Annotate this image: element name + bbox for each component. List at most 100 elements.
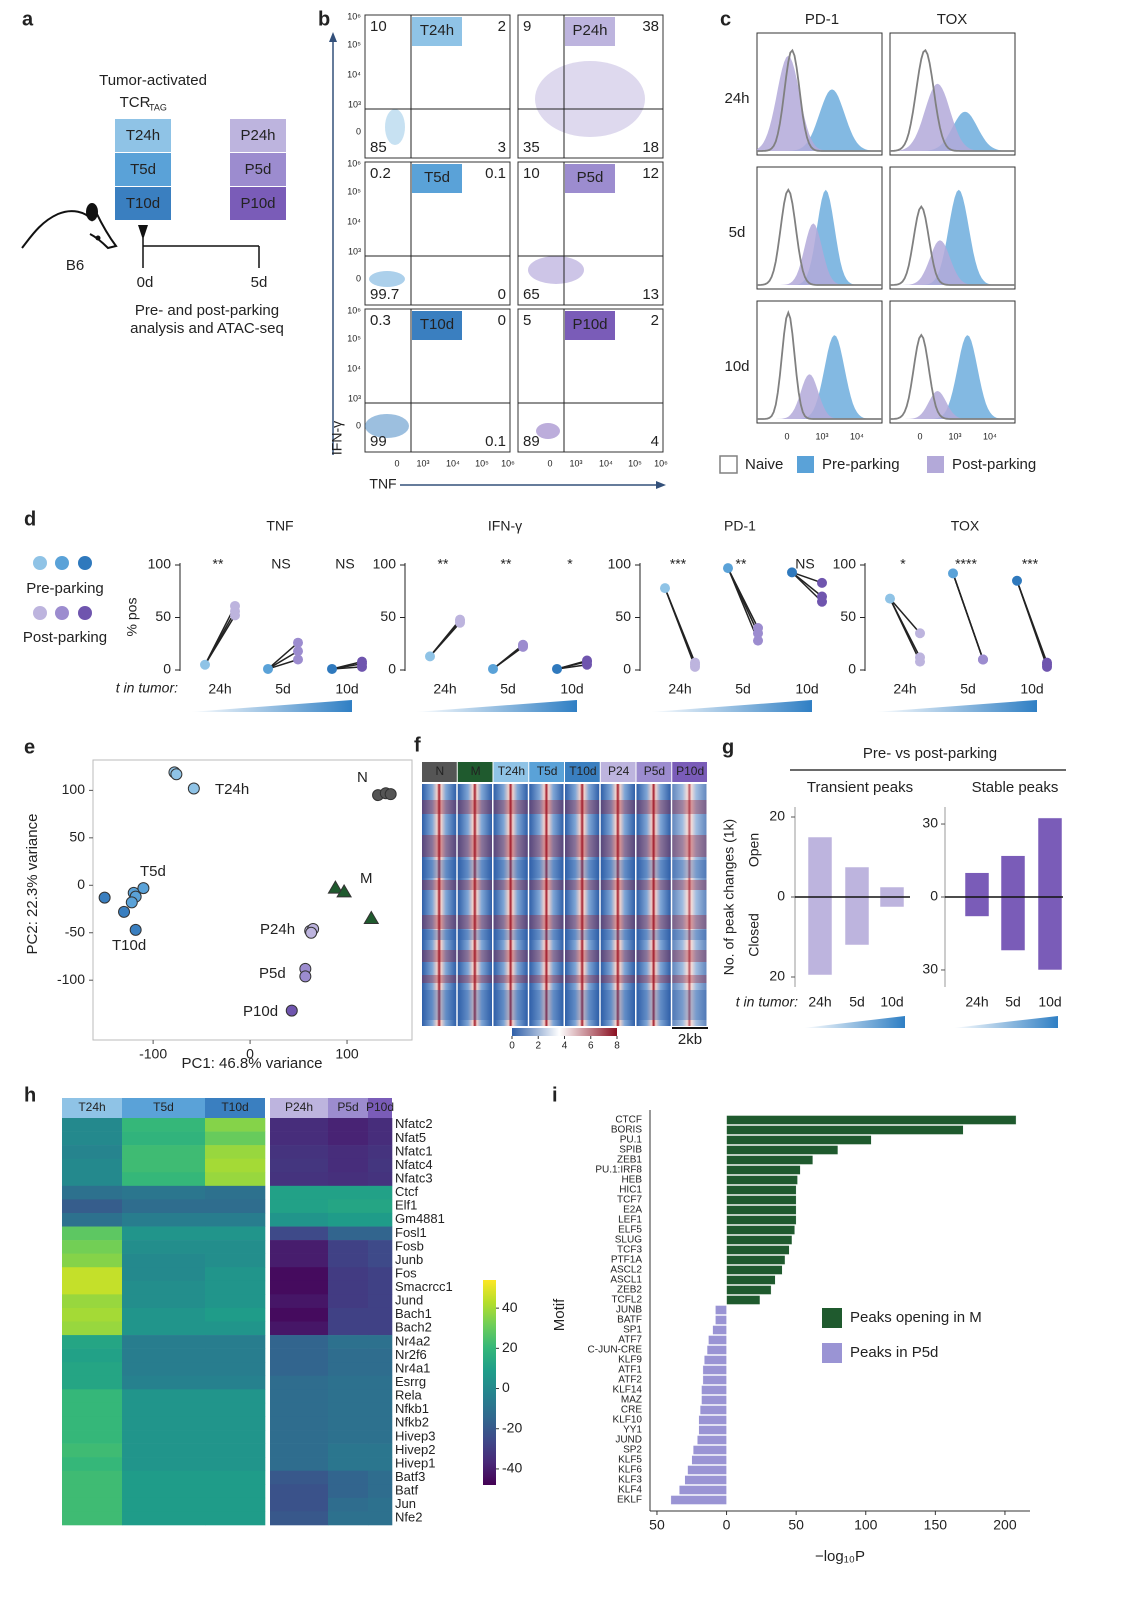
heatmap-cell xyxy=(205,1158,266,1173)
colorbar-tick-label: 0 xyxy=(509,1041,515,1052)
heatmap-cell xyxy=(122,1185,206,1200)
post-point xyxy=(915,652,925,663)
bar xyxy=(1000,855,1026,898)
row-label: Hivep1 xyxy=(395,1455,435,1470)
heatmap-cell xyxy=(368,1321,393,1336)
column-header xyxy=(457,762,493,782)
column-header-label: T24h xyxy=(78,1100,105,1114)
histogram xyxy=(890,333,1015,420)
quadrant-value: 2 xyxy=(651,312,659,329)
bar xyxy=(708,1335,727,1345)
bar xyxy=(701,1395,727,1405)
heatmap-cell xyxy=(270,1172,329,1187)
heatmap-cell xyxy=(205,1172,266,1187)
panel-letter: c xyxy=(720,8,731,30)
pair-line xyxy=(429,619,461,657)
quadrant-value: 10 xyxy=(370,18,387,35)
column-header-label: P5d xyxy=(337,1100,358,1114)
colorbar-tick-label: 20 xyxy=(502,1339,518,1355)
heatmap-cell xyxy=(205,1430,266,1444)
signal-band xyxy=(457,990,492,1020)
heatmap-cell xyxy=(122,1226,206,1241)
y-tick-label: 10⁶ xyxy=(347,305,361,315)
heatmap-cell xyxy=(62,1321,123,1336)
heatmap-cell xyxy=(205,1348,266,1363)
heatmap-cell xyxy=(328,1511,369,1526)
heatmap-cell xyxy=(368,1212,393,1227)
y-axis-label: PC2: 22.3% variance xyxy=(24,814,41,955)
chart-title: IFN-γ xyxy=(488,518,522,534)
signal-band xyxy=(672,915,707,929)
significance: *** xyxy=(1022,556,1039,572)
bar xyxy=(726,1245,790,1255)
bar xyxy=(726,1185,797,1195)
column-title: PD-1 xyxy=(805,11,839,28)
bar xyxy=(726,1145,839,1155)
x-tick-label: 5d xyxy=(960,681,976,697)
chart-title: Stable peaks xyxy=(972,779,1059,796)
x-tick-label: 10³ xyxy=(948,431,961,441)
heatmap-cell xyxy=(62,1402,123,1417)
heatmap-cell xyxy=(270,1484,329,1499)
post-point xyxy=(293,637,303,648)
column-header xyxy=(422,762,457,782)
row-label: Nfat5 xyxy=(395,1130,426,1145)
post-point xyxy=(817,591,827,602)
x-tick-label: 0 xyxy=(394,458,399,468)
signal-band xyxy=(600,915,635,929)
heatmap-cell xyxy=(368,1267,393,1282)
sample-label: T10d xyxy=(126,195,160,212)
heatmap-cell xyxy=(205,1253,266,1268)
y-tick-label: PU.1 xyxy=(620,1135,643,1146)
heatmap-cell xyxy=(328,1118,369,1132)
signal-band xyxy=(565,950,600,962)
chart-title: PD-1 xyxy=(724,518,756,534)
panel-letter: g xyxy=(722,736,734,758)
x-tick-label: 10⁴ xyxy=(850,431,864,441)
heatmap-cell xyxy=(328,1267,369,1282)
colorbar xyxy=(483,1280,496,1485)
x-tick-label: 100 xyxy=(854,1517,878,1533)
heatmap-cell xyxy=(62,1131,123,1146)
y-tick-label: 0 xyxy=(777,888,785,904)
column-header xyxy=(270,1098,328,1118)
heatmap-cell xyxy=(368,1375,393,1390)
heatmap-cell xyxy=(328,1226,369,1241)
significance: ** xyxy=(213,556,224,572)
signal-band xyxy=(672,860,707,878)
quadrant-value: 2 xyxy=(498,18,506,35)
post-point xyxy=(753,623,763,633)
heatmap-cell xyxy=(122,1389,206,1404)
heatmap-cell xyxy=(270,1511,329,1526)
bar xyxy=(964,872,990,898)
post-point xyxy=(230,600,240,611)
row-label: Ctcf xyxy=(395,1184,419,1199)
pre-point xyxy=(488,663,498,674)
y-tick-label: -50 xyxy=(65,923,85,939)
bar xyxy=(879,886,905,898)
quadrant-value: 9 xyxy=(523,18,531,35)
heatmap-cell xyxy=(368,1280,393,1295)
heatmap-cell xyxy=(270,1402,329,1417)
heatmap-cell xyxy=(328,1280,369,1295)
y-tick-label: HEB xyxy=(621,1175,642,1186)
point-label: P24h xyxy=(260,921,295,938)
heatmap-cell xyxy=(270,1131,329,1146)
row-label: Nr2f6 xyxy=(395,1347,427,1362)
heatmap-cell xyxy=(205,1199,266,1214)
y-tick-label: 0 xyxy=(356,273,361,283)
x-tick-label: 0 xyxy=(917,431,922,441)
pre-point xyxy=(948,568,958,579)
signal-band xyxy=(636,990,671,1020)
sample-tag xyxy=(565,17,615,46)
bar xyxy=(698,1415,727,1425)
y-tick-label: KLF9 xyxy=(618,1355,642,1366)
heatmap-cell xyxy=(270,1253,329,1268)
heatmap-cell xyxy=(270,1280,329,1295)
side-label: Closed xyxy=(746,913,762,957)
column-header-label: P24h xyxy=(285,1100,313,1114)
significance: * xyxy=(567,556,573,572)
column-title: TOX xyxy=(937,11,968,28)
heatmap-cell xyxy=(122,1416,206,1431)
heatmap-cell xyxy=(62,1294,123,1309)
